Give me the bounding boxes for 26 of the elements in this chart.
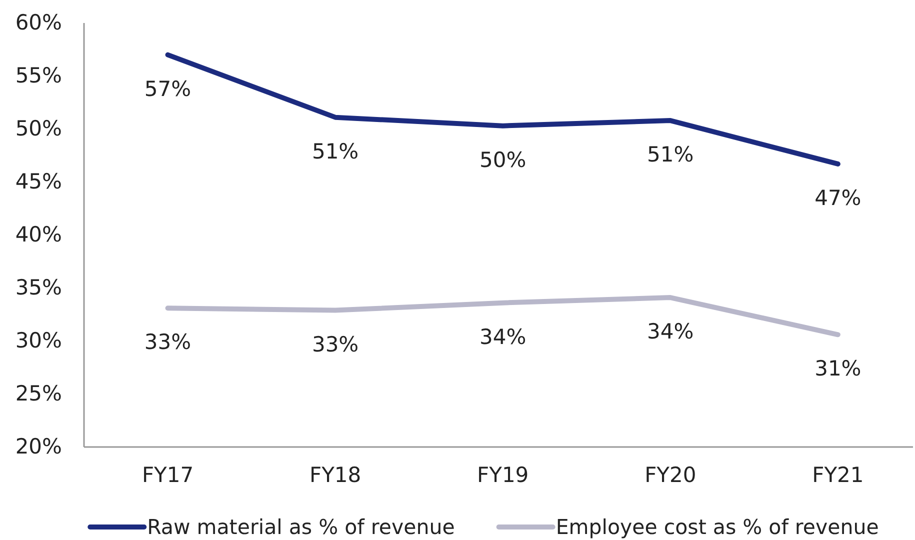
x-tick-label: FY19 bbox=[477, 462, 529, 487]
y-tick-label: 45% bbox=[15, 170, 62, 194]
x-tick-label: FY17 bbox=[142, 462, 194, 487]
y-tick-label: 30% bbox=[15, 328, 62, 353]
y-tick-label: 40% bbox=[15, 222, 62, 247]
y-tick-label: 20% bbox=[15, 434, 62, 459]
x-tick-label: FY18 bbox=[309, 462, 362, 487]
y-tick-label: 55% bbox=[15, 64, 62, 88]
data-label: 33% bbox=[144, 330, 192, 354]
data-label: 50% bbox=[480, 148, 526, 172]
data-label: 33% bbox=[312, 332, 359, 356]
data-label: 51% bbox=[312, 139, 359, 164]
legend-label: Employee cost as % of revenue bbox=[556, 515, 879, 539]
y-tick-label: 25% bbox=[15, 382, 62, 406]
y-tick-label: 50% bbox=[15, 116, 62, 141]
data-label: 31% bbox=[814, 356, 862, 381]
x-tick-label: FY20 bbox=[644, 462, 696, 487]
legend-label: Raw material as % of revenue bbox=[147, 515, 455, 539]
data-label: 34% bbox=[480, 324, 526, 349]
data-label: 57% bbox=[144, 76, 192, 101]
data-label: 51% bbox=[647, 142, 694, 167]
data-label: 47% bbox=[814, 186, 862, 210]
y-tick-label: 60% bbox=[15, 10, 62, 35]
x-tick-label: FY21 bbox=[812, 462, 864, 487]
y-tick-label: 35% bbox=[15, 276, 62, 300]
data-label: 34% bbox=[647, 320, 694, 344]
